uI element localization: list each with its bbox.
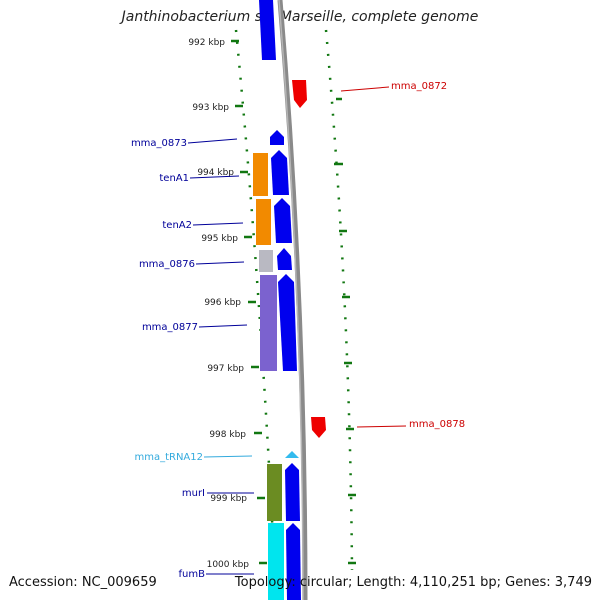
scale-label: 999 kbp (210, 494, 247, 504)
feature-orange[interactable] (253, 153, 268, 196)
feature-forward-cds[interactable] (278, 274, 297, 371)
feature-forward-cds[interactable] (259, 0, 276, 60)
map-title: Janthinobacterium sp. Marseille, complet… (121, 9, 479, 25)
scale-label: 994 kbp (197, 168, 234, 178)
feature-purple[interactable] (260, 275, 277, 371)
feature-forward-cds[interactable] (274, 198, 292, 243)
gene-label-mma-0878[interactable]: mma_0878 (409, 419, 465, 430)
feature-forward-cds[interactable] (270, 130, 284, 145)
gene-label-tena2[interactable]: tenA2 (162, 220, 192, 231)
scale-label: 993 kbp (192, 103, 229, 113)
gene-label-muri[interactable]: murI (182, 488, 205, 499)
gene-label-mma-0872[interactable]: mma_0872 (391, 81, 447, 92)
scale-label: 997 kbp (207, 364, 244, 374)
inner-features (253, 153, 284, 600)
outer-tick-ring (324, 29, 354, 571)
label-leaders (187, 86, 407, 575)
scale-ticks: 992 kbp 993 kbp 994 kbp 995 kbp 996 kbp … (188, 38, 356, 570)
scale-label: 1000 kbp (207, 560, 250, 570)
scale-label: 996 kbp (204, 298, 241, 308)
reverse-strand-features (292, 80, 326, 438)
feature-orange[interactable] (256, 199, 271, 245)
scale-label: 998 kbp (209, 430, 246, 440)
forward-strand-features (259, 0, 301, 600)
feature-reverse-cds[interactable] (292, 80, 307, 108)
feature-reverse-cds[interactable] (311, 417, 326, 438)
gene-label-mma-0877[interactable]: mma_0877 (142, 322, 198, 333)
topology-text: Topology: circular; Length: 4,110,251 bp… (234, 575, 592, 590)
feature-grey[interactable] (259, 250, 273, 272)
feature-forward-cds[interactable] (285, 463, 300, 521)
gene-labels: mma_0872 mma_0878 mma_0873 tenA1 tenA2 m… (131, 81, 465, 580)
gene-label-mma-0876[interactable]: mma_0876 (139, 259, 195, 270)
accession-text: Accession: NC_009659 (9, 575, 157, 590)
feature-olive[interactable] (267, 464, 282, 521)
gene-label-tena1[interactable]: tenA1 (159, 173, 189, 184)
genome-backbone (277, 0, 308, 600)
feature-trna[interactable] (285, 451, 299, 458)
gene-label-fumb[interactable]: fumB (179, 569, 206, 580)
feature-forward-cds[interactable] (271, 150, 289, 195)
gene-label-mma-0873[interactable]: mma_0873 (131, 138, 187, 149)
scale-label: 995 kbp (201, 234, 238, 244)
feature-forward-cds[interactable] (277, 248, 292, 270)
gene-label-mma-trna12[interactable]: mma_tRNA12 (134, 452, 203, 463)
scale-label: 992 kbp (188, 38, 225, 48)
feature-cyan[interactable] (268, 523, 284, 600)
feature-forward-cds[interactable] (286, 523, 301, 600)
